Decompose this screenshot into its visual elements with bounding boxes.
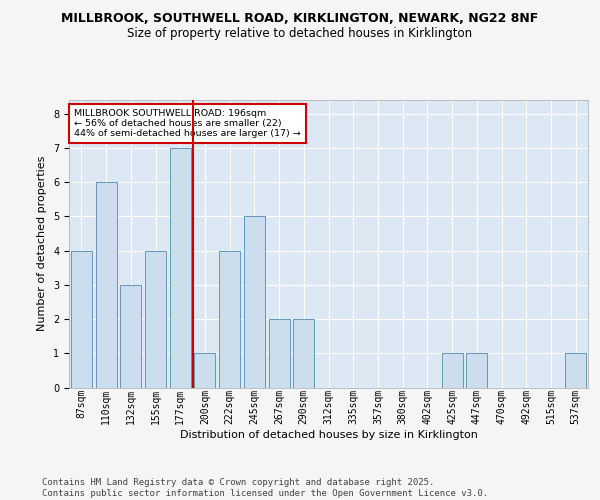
- Bar: [145, 250, 166, 388]
- Bar: [219, 250, 240, 388]
- Bar: [120, 285, 141, 388]
- Bar: [565, 354, 586, 388]
- Bar: [95, 182, 116, 388]
- Bar: [194, 354, 215, 388]
- Bar: [71, 250, 92, 388]
- X-axis label: Distribution of detached houses by size in Kirklington: Distribution of detached houses by size …: [179, 430, 478, 440]
- Text: MILLBROOK SOUTHWELL ROAD: 196sqm
← 56% of detached houses are smaller (22)
44% o: MILLBROOK SOUTHWELL ROAD: 196sqm ← 56% o…: [74, 108, 301, 138]
- Bar: [442, 354, 463, 388]
- Bar: [244, 216, 265, 388]
- Bar: [466, 354, 487, 388]
- Bar: [145, 250, 166, 388]
- Bar: [120, 285, 141, 388]
- Bar: [194, 354, 215, 388]
- Bar: [269, 319, 290, 388]
- Bar: [170, 148, 191, 388]
- Bar: [466, 354, 487, 388]
- Bar: [293, 319, 314, 388]
- Bar: [442, 354, 463, 388]
- Text: MILLBROOK, SOUTHWELL ROAD, KIRKLINGTON, NEWARK, NG22 8NF: MILLBROOK, SOUTHWELL ROAD, KIRKLINGTON, …: [61, 12, 539, 26]
- Bar: [95, 182, 116, 388]
- Bar: [293, 319, 314, 388]
- Bar: [269, 319, 290, 388]
- Bar: [71, 250, 92, 388]
- Bar: [170, 148, 191, 388]
- Text: Size of property relative to detached houses in Kirklington: Size of property relative to detached ho…: [127, 28, 473, 40]
- Bar: [219, 250, 240, 388]
- Bar: [565, 354, 586, 388]
- Text: Contains HM Land Registry data © Crown copyright and database right 2025.
Contai: Contains HM Land Registry data © Crown c…: [42, 478, 488, 498]
- Y-axis label: Number of detached properties: Number of detached properties: [37, 156, 47, 332]
- Bar: [244, 216, 265, 388]
